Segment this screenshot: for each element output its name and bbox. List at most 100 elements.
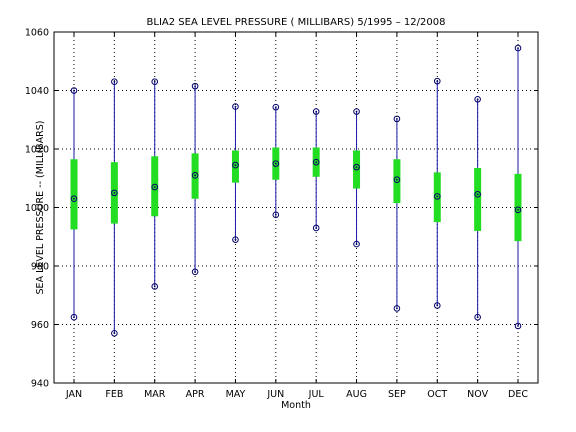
- median-marker-jan: [70, 195, 78, 203]
- box-nov: [474, 168, 482, 231]
- max-marker-may: [232, 103, 239, 110]
- max-marker-jun: [272, 103, 280, 111]
- median-marker-jul: [312, 158, 320, 166]
- min-marker-dot-mar: [153, 285, 156, 288]
- max-marker-feb: [111, 78, 118, 86]
- max-marker-dot-dec: [517, 47, 519, 49]
- max-marker-dot-may: [234, 105, 237, 108]
- y-axis-label: SEA LEVEL PRESSURE -- (MILLIBARS): [35, 121, 46, 295]
- y-tick-label: 1060: [25, 28, 49, 39]
- min-marker-oct: [433, 302, 441, 309]
- max-marker-apr: [191, 82, 199, 90]
- chart-title: BLIA2 SEA LEVEL PRESSURE ( MILLIBARS) 5/…: [147, 17, 446, 28]
- median-marker-dot-mar: [153, 186, 156, 188]
- max-marker-jul: [312, 108, 320, 115]
- min-marker-dot-may: [234, 238, 237, 241]
- min-marker-dec: [514, 322, 522, 330]
- min-marker-dot-nov: [476, 316, 479, 319]
- min-marker-sep: [393, 305, 401, 312]
- min-marker-dot-feb: [113, 332, 116, 335]
- min-marker-aug: [353, 240, 360, 248]
- min-marker-jul: [312, 224, 320, 232]
- max-marker-nov: [474, 95, 481, 103]
- y-tick-label: 1000: [25, 203, 49, 214]
- max-marker-jan: [70, 87, 78, 94]
- median-marker-oct: [433, 193, 441, 200]
- min-marker-nov: [474, 313, 481, 321]
- median-marker-dot-jan: [73, 197, 75, 200]
- median-marker-dot-feb: [113, 191, 116, 194]
- min-marker-dot-jan: [73, 316, 75, 319]
- box-may: [231, 150, 239, 183]
- max-marker-dot-mar: [153, 80, 156, 83]
- median-marker-nov: [474, 191, 481, 198]
- median-marker-dec: [514, 206, 522, 214]
- median-marker-dot-sep: [396, 178, 398, 181]
- min-marker-dot-aug: [355, 243, 358, 245]
- median-marker-dot-oct: [436, 195, 439, 198]
- max-marker-dot-jun: [274, 106, 277, 109]
- x-tick-label: OCT: [427, 389, 447, 400]
- min-marker-may: [232, 236, 239, 243]
- min-marker-jun: [272, 211, 280, 219]
- y-axis: 940 960 980 1000 1020 1040 1060: [25, 28, 538, 390]
- x-tick-label: DEC: [508, 389, 528, 400]
- min-marker-dot-jun: [274, 213, 277, 216]
- median-marker-mar: [151, 183, 159, 191]
- min-marker-dot-sep: [396, 307, 398, 310]
- median-marker-dot-apr: [194, 174, 196, 177]
- max-marker-aug: [353, 108, 360, 115]
- median-marker-dot-aug: [355, 166, 358, 169]
- min-marker-mar: [151, 283, 159, 290]
- median-marker-dot-may: [234, 164, 237, 166]
- max-marker-dot-jul: [315, 110, 318, 113]
- median-marker-may: [232, 161, 239, 169]
- median-marker-feb: [111, 189, 118, 197]
- x-tick-label: SEP: [388, 389, 406, 400]
- min-marker-feb: [111, 329, 118, 337]
- y-tick-label: 960: [31, 320, 49, 331]
- box-sep: [393, 159, 401, 204]
- max-marker-dot-sep: [396, 117, 398, 120]
- x-tick-label: JUL: [308, 389, 325, 400]
- median-marker-dot-jul: [315, 161, 318, 164]
- x-tick-label: FEB: [105, 389, 123, 400]
- median-marker-apr: [191, 172, 199, 179]
- median-marker-dot-dec: [517, 208, 519, 211]
- max-marker-mar: [151, 78, 159, 86]
- median-marker-sep: [393, 176, 401, 184]
- max-marker-dot-aug: [355, 110, 358, 113]
- y-tick-label: 1020: [25, 145, 49, 156]
- y-tick-label: 940: [31, 379, 49, 390]
- max-marker-dot-apr: [194, 85, 196, 88]
- max-marker-dec: [514, 44, 522, 52]
- median-marker-jun: [272, 160, 280, 167]
- min-marker-dot-jul: [315, 227, 318, 229]
- max-marker-dot-jan: [73, 89, 75, 92]
- max-marker-sep: [393, 115, 401, 123]
- max-marker-oct: [433, 77, 441, 85]
- x-tick-label: MAY: [226, 389, 246, 400]
- x-axis: JAN FEB MAR APR MAY JUN JUL AUG SEP OCT NOV DEC: [65, 32, 528, 400]
- min-marker-dot-oct: [436, 304, 439, 307]
- x-tick-label: JUN: [266, 389, 284, 400]
- max-marker-dot-nov: [476, 98, 479, 101]
- max-marker-dot-feb: [113, 80, 116, 83]
- x-tick-label: MAR: [144, 389, 166, 400]
- median-marker-dot-jun: [274, 162, 277, 165]
- median-marker-aug: [353, 163, 360, 171]
- x-tick-label: JAN: [65, 389, 82, 400]
- max-marker-dot-oct: [436, 80, 439, 83]
- x-tick-label: NOV: [467, 389, 488, 400]
- min-marker-dot-apr: [194, 270, 196, 273]
- y-tick-label: 980: [31, 262, 49, 273]
- plot-data: [70, 44, 522, 337]
- x-tick-label: AUG: [346, 389, 367, 400]
- grid: [54, 32, 538, 383]
- median-marker-dot-nov: [476, 193, 479, 196]
- min-marker-apr: [191, 268, 199, 276]
- y-tick-label: 1040: [25, 86, 49, 97]
- box-jan: [70, 159, 78, 230]
- min-marker-jan: [70, 313, 78, 321]
